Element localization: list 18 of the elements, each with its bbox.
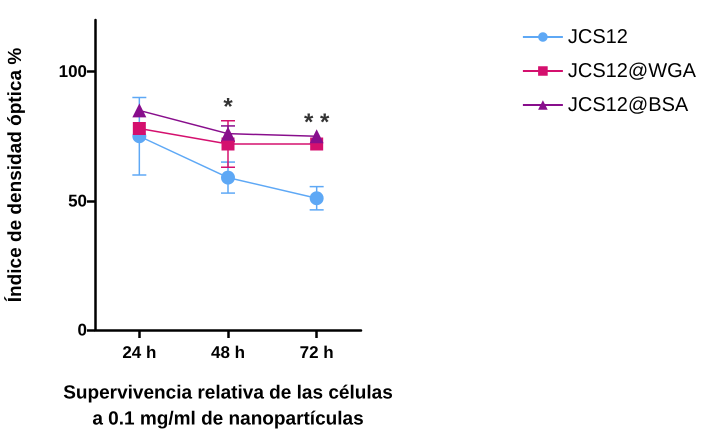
point xyxy=(132,103,146,118)
point xyxy=(310,129,324,144)
legend-label: JCS12 xyxy=(568,26,628,48)
y-tick-label: 100 xyxy=(58,62,87,82)
point xyxy=(310,191,324,206)
legend-label: JCS12@BSA xyxy=(568,94,689,116)
x-tick-label: 72 h xyxy=(300,343,334,362)
y-tick-label: 0 xyxy=(78,320,87,340)
point xyxy=(132,122,146,135)
x-axis-title: Supervivencia relativa de las células a 0.1 mg/ml de nanopartículas xyxy=(63,382,393,430)
point xyxy=(221,170,235,185)
annotation: * * xyxy=(304,108,330,136)
annotation: * xyxy=(223,93,234,120)
y-tick-label: 50 xyxy=(68,191,87,210)
legend-label: JCS12@WGA xyxy=(568,60,697,82)
x-tick-label: 24 h xyxy=(122,343,156,362)
x-tick-label: 48 h xyxy=(210,343,246,362)
y-axis-title: Índice de densidad óptica % xyxy=(4,48,26,302)
